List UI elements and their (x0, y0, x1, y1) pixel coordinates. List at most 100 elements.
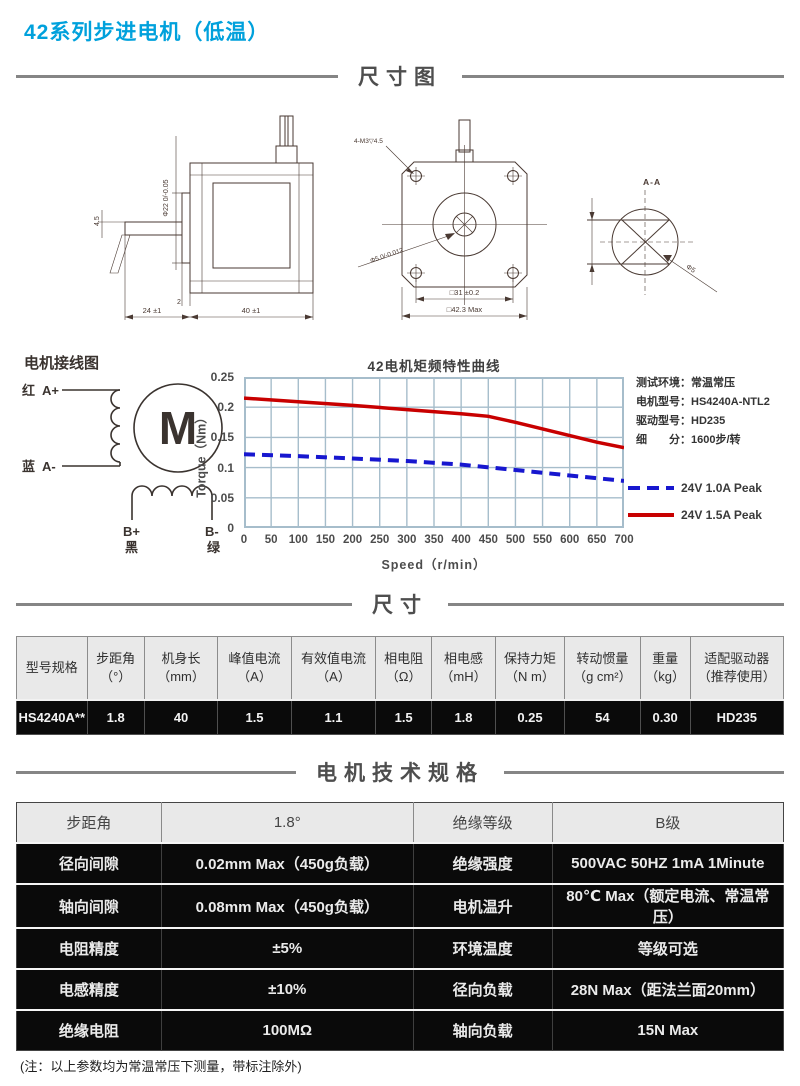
x-tick-label: 550 (532, 534, 553, 546)
y-tick-label: 0.25 (210, 370, 234, 384)
x-tick-label: 450 (478, 534, 498, 546)
spec-cell: 0.30 (639, 699, 691, 735)
section-view-drawing: A-A Φ5 (587, 177, 718, 295)
y-tick-label: 0 (227, 521, 234, 535)
tech-row: 步距角 1.8° 绝缘等级 B级 (16, 802, 784, 843)
wire-green-label: 绿 (207, 540, 221, 555)
x-tick-label: 250 (370, 534, 390, 546)
wire-red-label: 红 (22, 383, 35, 398)
spec-table: 型号规格 步距角 （°） 机身长 （mm） 峰值电流 （A） 有效值电流 （A） 相电阻 … (16, 636, 785, 735)
connector-housing (275, 145, 298, 164)
spec-cell: 1.5 (217, 699, 292, 735)
section-title-dimensions: 尺寸 (372, 594, 428, 617)
spec-cell: HD235 (689, 699, 785, 735)
spec-col-header: 有效值电流 （A） (290, 636, 377, 701)
dim-hole-pitch: □31 ±0.2 (450, 288, 480, 297)
x-axis-ticks: 0 50 100 150 200 250 300 350 400 450 500 550 600 650 7… (240, 534, 634, 548)
tech-param-label: 绝缘电阻 (16, 1009, 162, 1051)
x-tick-label: 700 (614, 534, 634, 546)
chart-test-conditions: 测试环境：常温常压 电机型号：HS4240A-NTL2 驱动型号：HD235 细… (636, 374, 770, 450)
tech-param-value: 28N Max（距法兰面20mm） (551, 968, 784, 1010)
tech-param-value: 0.08mm Max（450g负载） (160, 883, 414, 928)
tech-row: 绝缘电阻 100MΩ 轴向负载 15N Max (16, 1009, 784, 1051)
x-tick-label: 650 (587, 534, 607, 546)
series-solid-line (243, 396, 625, 450)
shaft-circle (452, 212, 477, 237)
tech-param-value: ±5% (160, 927, 414, 969)
y-tick-label: 0.1 (217, 460, 234, 475)
x-tick-label: 350 (424, 534, 444, 546)
legend-label: 24V 1.0A Peak (681, 481, 762, 495)
chart-plot-area (243, 376, 625, 529)
subdivision-line: 细 分：1600步/转 (636, 434, 741, 446)
y-tick-label: 0.15 (210, 430, 234, 445)
dim-flange-thickness: 2 (177, 299, 181, 306)
spec-cell: 1.5 (375, 699, 433, 735)
wire-blue-label: 蓝 (22, 459, 35, 474)
shaft (124, 221, 183, 236)
tech-param-value: ±10% (160, 968, 414, 1010)
x-tick-label: 300 (397, 534, 417, 546)
spec-col-header: 保持力矩 （N m） (494, 636, 566, 701)
spec-data-row: HS4240A** 1.8 40 1.5 1.1 1.5 1.8 0.25 54 0.30 HD23… (16, 699, 785, 735)
spec-col-header: 相电阻 （Ω） (375, 636, 433, 701)
tech-param-label: 步距角 (16, 802, 162, 843)
tech-spec-table: 步距角 1.8° 绝缘等级 B级 径向间隙 0.02mm Max（450g负载） 绝缘强度 5… (16, 802, 784, 1051)
spec-col-header: 峰值电流 （A） (217, 636, 292, 701)
side-view-drawing: 4.5 Φ22 0/-0.05 2 24 ±1 40 ±1 (94, 115, 314, 320)
divider-line (462, 74, 784, 78)
tech-param-value: 0.02mm Max（450g负载） (160, 842, 414, 884)
dim-shaft-diameter: Φ5 (685, 264, 697, 275)
section-title-motor-specs: 电机技术规格 (316, 762, 484, 785)
tech-param-value: 500VAC 50HZ 1mA 1Minute (551, 842, 784, 884)
divider-line (16, 770, 296, 774)
section-divider-motor-specs: 电机技术规格 (16, 756, 784, 788)
motor-model-line: 电机型号：HS4240A-NTL2 (636, 396, 770, 408)
x-tick-label: 50 (264, 534, 278, 546)
phase-a-minus-label: A- (42, 459, 56, 474)
spec-col-header: 型号规格 (16, 636, 88, 701)
section-divider-dimension-diagram: 尺寸图 (16, 60, 784, 92)
connector-pins (279, 115, 294, 147)
spec-col-header: 机身长 （mm） (143, 636, 219, 701)
spec-col-header: 步距角 （°） (86, 636, 145, 701)
spec-cell: 1.1 (290, 699, 377, 735)
tech-row: 电感精度 ±10% 径向负载 28N Max（距法兰面20mm） (16, 968, 784, 1010)
dim-mounting-holes: 4-M3▽4.5 (354, 138, 383, 145)
front-view-drawing: 4-M3▽4.5 Φ5 0/-0.012 □31 ±0.2 □42.3 Max (354, 119, 547, 320)
phase-b-plus-label: B+ (123, 524, 140, 539)
flange-outline (401, 161, 528, 288)
x-tick-label: 0 (240, 534, 248, 546)
divider-line (16, 602, 352, 606)
series-dashed-line (243, 452, 625, 483)
spec-col-header: 转动惯量 （g cm²） (564, 636, 641, 701)
tech-param-value: 1.8° (160, 802, 414, 843)
tech-param-label: 轴向间隙 (16, 883, 162, 928)
tech-param-label: 径向间隙 (16, 842, 162, 884)
chart-legend: 24V 1.0A Peak 24V 1.5A Peak (628, 481, 762, 522)
tech-param-label: 轴向负载 (412, 1009, 553, 1051)
legend-item: 24V 1.5A Peak (628, 508, 762, 522)
dim-body-length: 40 ±1 (242, 306, 261, 315)
tech-param-label: 绝缘强度 (412, 842, 553, 884)
chart-canvas (243, 376, 625, 529)
motor-circle (133, 383, 223, 473)
dim-shaft-length: 24 ±1 (143, 306, 162, 315)
spec-cell: HS4240A** (16, 699, 88, 735)
dim-shaft-diameter: Φ5 0/-0.012 (369, 247, 404, 265)
phase-b-minus-label: B- (205, 524, 219, 539)
pilot-circle (432, 192, 497, 257)
section-title-dimension-diagram: 尺寸图 (358, 66, 442, 89)
section-divider-dimensions: 尺寸 (16, 588, 784, 620)
tech-param-value: 80℃ Max（额定电流、常温常压） (551, 883, 784, 928)
spec-cell: 40 (143, 699, 219, 735)
phase-a-plus-label: A+ (42, 383, 59, 398)
tech-row: 电阻精度 ±5% 环境温度 等级可选 (16, 927, 784, 969)
x-tick-label: 200 (342, 534, 363, 546)
spec-cell: 0.25 (494, 699, 566, 735)
chart-title: 42电机矩频特性曲线 (367, 359, 501, 374)
wiring-diagram: 红 A+ 蓝 A- M B+ 黑 B- 绿 (22, 383, 223, 555)
y-axis-label: Torque（Nm） (194, 411, 209, 498)
legend-line-sample (628, 486, 674, 490)
dim-pilot-diameter: Φ22 0/-0.05 (163, 179, 170, 216)
